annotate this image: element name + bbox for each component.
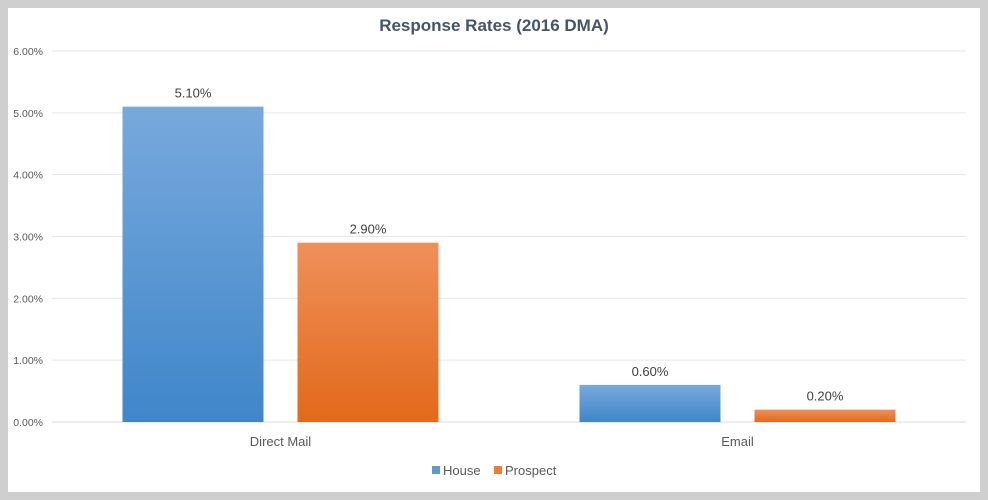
data-labels: 5.10% 2.90% 0.60% 0.20% <box>175 86 844 404</box>
y-tick-label: 6.00% <box>13 46 43 58</box>
data-label: 2.90% <box>350 222 387 237</box>
legend-swatch-house <box>432 466 440 474</box>
bars <box>122 106 896 423</box>
y-tick-label: 0.00% <box>13 417 43 429</box>
y-tick-label: 4.00% <box>13 170 43 182</box>
legend-swatch-prospect <box>494 466 502 474</box>
data-label: 0.60% <box>632 364 669 379</box>
y-tick-label: 5.00% <box>13 108 43 120</box>
x-axis-category-labels: Direct Mail Email <box>250 434 754 449</box>
data-label: 5.10% <box>175 86 212 101</box>
bar-house-email <box>579 384 721 422</box>
data-label: 0.20% <box>807 389 844 404</box>
legend-label-house: House <box>443 463 481 478</box>
y-axis-tick-labels: 0.00% 1.00% 2.00% 3.00% 4.00% 5.00% 6.00% <box>13 46 43 429</box>
bar-house-direct-mail <box>122 106 264 423</box>
legend: House Prospect <box>432 463 557 478</box>
bar-prospect-email <box>754 409 896 422</box>
category-label: Email <box>721 434 754 449</box>
y-tick-label: 2.00% <box>13 293 43 305</box>
chart-title: Response Rates (2016 DMA) <box>379 16 609 35</box>
category-label: Direct Mail <box>250 434 312 449</box>
y-tick-label: 1.00% <box>13 355 43 367</box>
y-tick-label: 3.00% <box>13 232 43 244</box>
bar-prospect-direct-mail <box>297 242 439 422</box>
legend-label-prospect: Prospect <box>505 463 557 478</box>
